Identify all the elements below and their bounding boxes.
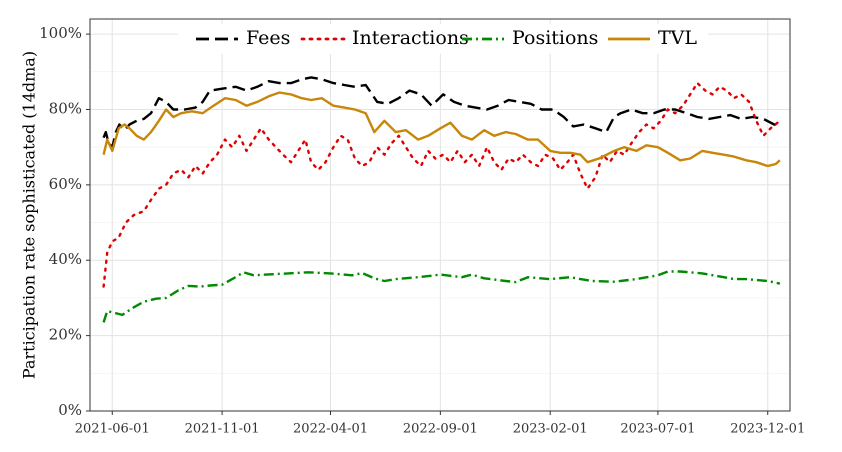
legend: Fees Interactions Positions TVL	[178, 24, 708, 54]
legend-label-fees: Fees	[246, 27, 290, 49]
x-tick-label: 2022-09-01	[403, 422, 478, 437]
legend-label-positions: Positions	[512, 27, 598, 49]
series-line-interactions	[102, 81, 782, 288]
y-tick-label: 0%	[58, 401, 82, 419]
y-tick-label: 100%	[39, 24, 82, 42]
series-layer	[102, 76, 782, 323]
y-tick-label: 20%	[49, 326, 82, 344]
y-tick-label: 60%	[49, 175, 82, 193]
y-axis: 0% 20% 40% 60% 80% 100%	[39, 24, 90, 419]
series-line-tvl	[102, 91, 781, 168]
x-tick-label: 2023-12-01	[730, 422, 805, 437]
x-tick-label: 2021-06-01	[75, 422, 150, 437]
x-tick-label: 2023-07-01	[620, 422, 695, 437]
y-tick-label: 40%	[49, 250, 82, 268]
x-axis: 2021-06-01 2021-11-01 2022-04-01 2022-09-01…	[75, 411, 805, 437]
y-tick-label: 80%	[49, 99, 82, 117]
y-axis-title: Participation rate sophisticated (14dma)	[20, 51, 39, 379]
legend-label-tvl: TVL	[658, 27, 697, 49]
x-tick-label: 2023-02-01	[513, 422, 588, 437]
legend-label-interactions: Interactions	[352, 27, 469, 49]
x-tick-label: 2021-11-01	[185, 422, 260, 437]
grid-layer	[90, 19, 790, 412]
series-line-fees	[102, 76, 780, 149]
series-line-positions	[102, 270, 781, 323]
x-tick-label: 2022-04-01	[293, 422, 368, 437]
